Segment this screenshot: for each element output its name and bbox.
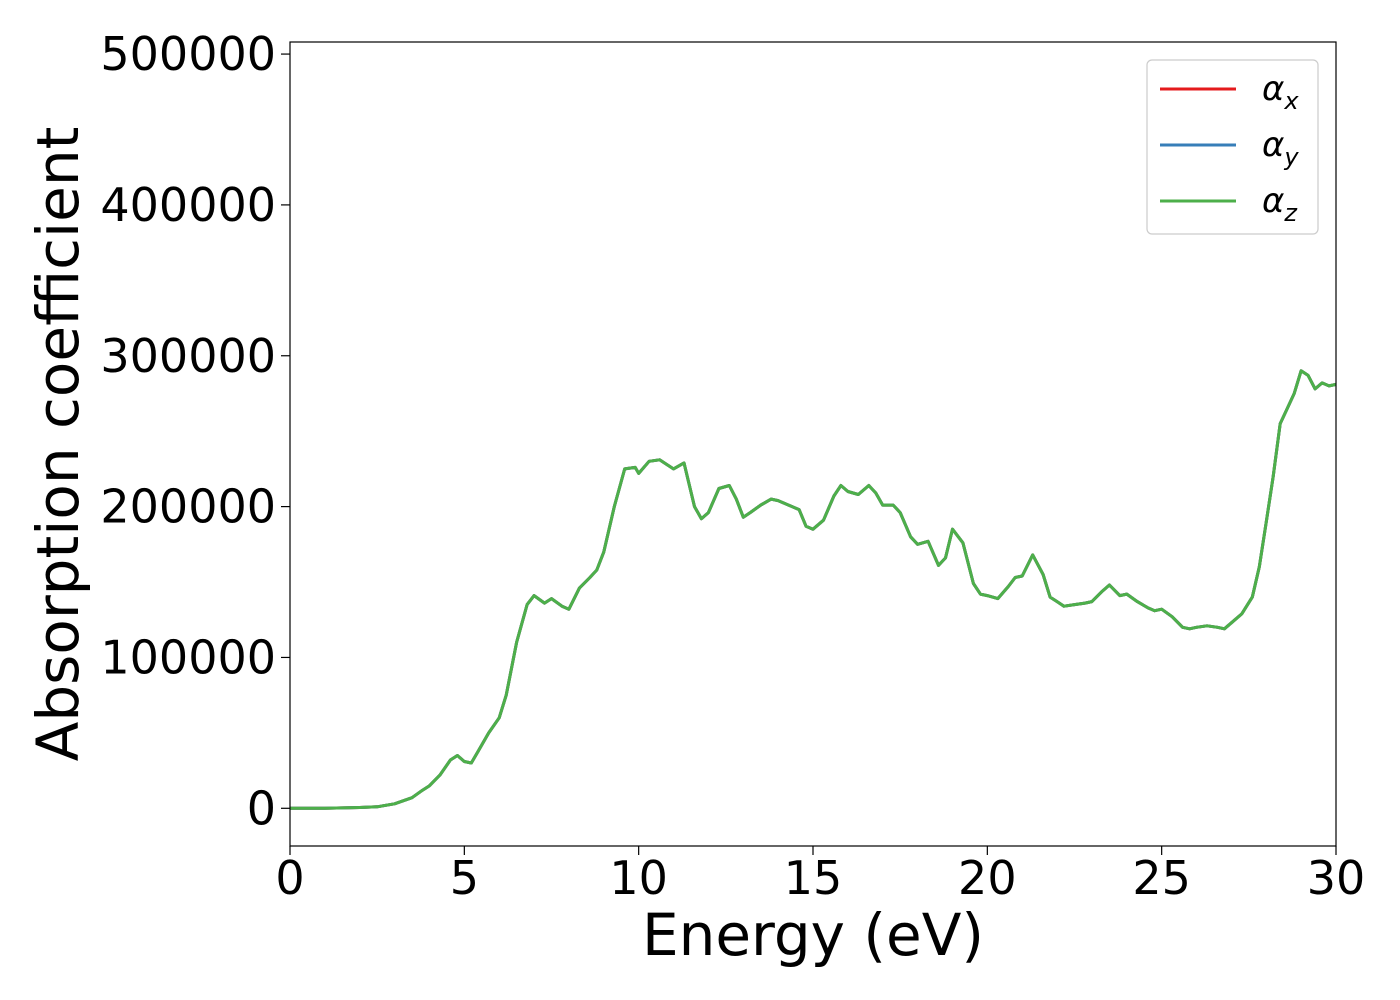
y-tick-label: 500000: [100, 27, 276, 81]
x-tick-label: 30: [1307, 851, 1366, 905]
x-tick-label: 25: [1132, 851, 1191, 905]
x-axis-title: Energy (eV): [642, 901, 984, 969]
x-tick-label: 5: [450, 851, 479, 905]
x-tick-label: 15: [784, 851, 843, 905]
y-axis-ticks: 0 100000 200000 300000 400000 500000: [100, 27, 290, 835]
y-tick-label: 400000: [100, 178, 276, 232]
legend-label: αx: [1262, 69, 1299, 115]
y-axis-title: Absorption coefficient: [24, 127, 92, 762]
y-tick-label: 200000: [100, 480, 276, 534]
x-tick-label: 0: [275, 851, 304, 905]
y-tick-label: 100000: [100, 630, 276, 684]
legend-label: αz: [1262, 181, 1298, 227]
y-tick-label: 0: [247, 781, 276, 835]
y-tick-label: 300000: [100, 329, 276, 383]
series-line-2: [290, 369, 1337, 810]
x-axis-ticks: 0 5 10 15 20 25 30: [275, 846, 1365, 905]
legend-label: αy: [1262, 125, 1299, 171]
series-layer: [290, 369, 1337, 810]
legend-box: [1146, 59, 1319, 235]
x-tick-label: 10: [609, 851, 668, 905]
legend: αx αy αz: [1146, 59, 1319, 235]
x-tick-label: 20: [958, 851, 1017, 905]
